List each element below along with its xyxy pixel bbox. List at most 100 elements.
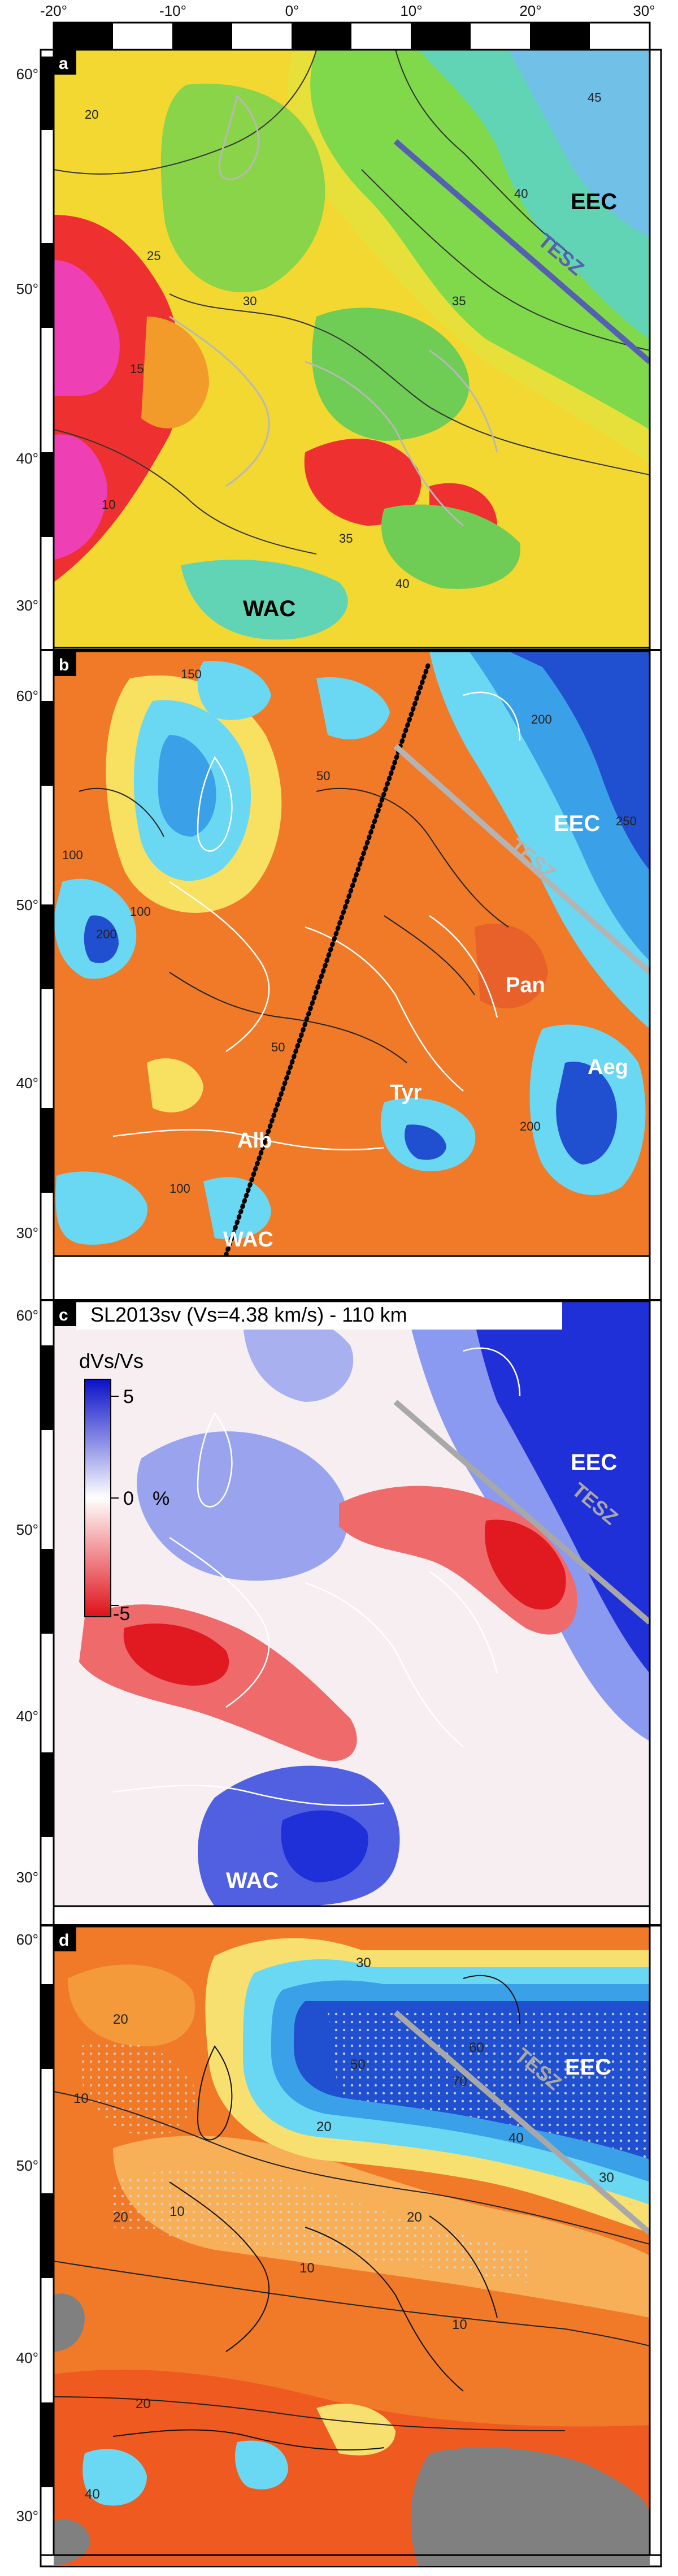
y-tick-labels: 60° 50° 40° 30° 60° 50° 40° 30° 60° 50° … <box>16 66 38 2525</box>
contour-label: 200 <box>96 927 117 941</box>
label-eec: EEC <box>571 189 617 214</box>
tesz-line <box>393 1400 650 1625</box>
contour-label: 10 <box>73 2091 89 2106</box>
colorbar: dVs/Vs 5 0 % -5 <box>79 1349 169 1625</box>
colorbar-min: -5 <box>113 1603 130 1625</box>
y-tick-label: 50° <box>16 1521 38 1538</box>
tesz-line <box>393 2010 650 2235</box>
y-tick-label: 60° <box>16 1307 38 1324</box>
contour-label: 100 <box>169 1181 190 1196</box>
panel-a: 20 25 30 35 40 45 15 10 35 40 EEC TESZ W… <box>54 50 650 648</box>
panel-b-letter-bg <box>54 651 76 676</box>
contour-label: 30 <box>599 2170 614 2185</box>
contour-label: 50 <box>271 1040 285 1054</box>
y-tick-label: 50° <box>16 280 38 297</box>
contour-label: 100 <box>62 848 83 862</box>
contour-label: 20 <box>113 2012 128 2027</box>
x-tick-label: 20° <box>519 2 541 19</box>
contour-label: 40 <box>514 187 528 201</box>
tesz-line <box>393 744 650 975</box>
contour-label: 20 <box>316 2119 332 2135</box>
label-pan: Pan <box>506 973 545 997</box>
y-tick-label: 40° <box>16 1075 38 1092</box>
contour-label: 250 <box>616 814 637 828</box>
x-axis-top: -20° -10° 0° 10° 20° 30° <box>40 2 655 51</box>
label-eec: EEC <box>565 2055 611 2080</box>
y-tick-label: 60° <box>16 1931 38 1948</box>
colorbar-max: 5 <box>123 1386 134 1408</box>
panel-c-letter-bg <box>54 1301 76 1326</box>
contour-label: 45 <box>588 90 601 105</box>
panel-letter: b <box>59 656 69 674</box>
panel-c-title: SL2013sv (Vs=4.38 km/s) - 110 km <box>90 1303 407 1326</box>
panel-d-letter-bg <box>54 1926 76 1951</box>
panel-letter: c <box>59 1306 68 1324</box>
panel-letter: a <box>59 54 68 73</box>
label-eec: EEC <box>554 811 600 836</box>
y-tick-label: 60° <box>16 687 38 704</box>
contour-label: 20 <box>407 2210 422 2225</box>
contour-label: 200 <box>531 712 552 726</box>
y-tick-label: 30° <box>16 1224 38 1241</box>
contour-label: 30 <box>243 294 257 308</box>
profile-line <box>224 659 432 1256</box>
contour-label: 70 <box>452 2074 467 2089</box>
colorbar-zero: 0 <box>123 1488 134 1509</box>
panel-letter: d <box>59 1931 69 1950</box>
label-aeg: Aeg <box>588 1055 628 1079</box>
contour-label: 10 <box>169 2204 185 2219</box>
contour-label: 10 <box>102 497 115 512</box>
contour-label: 60 <box>469 2040 484 2055</box>
contour-label: 150 <box>181 667 202 681</box>
contour-label: 20 <box>113 2210 128 2225</box>
y-axis-left <box>40 49 55 2566</box>
y-tick-label: 30° <box>16 597 38 614</box>
label-tyr: Tyr <box>390 1081 422 1105</box>
x-tick-label: 0° <box>285 2 299 19</box>
contour-label: 30 <box>356 1955 371 1971</box>
contour-label: 50 <box>350 2057 366 2072</box>
contour-label: 35 <box>339 531 353 545</box>
colorbar-label: dVs/Vs <box>79 1349 144 1373</box>
contour-label: 40 <box>395 577 409 591</box>
contour-label: 200 <box>520 1119 541 1133</box>
y-tick-label: 60° <box>16 66 38 83</box>
y-tick-label: 40° <box>16 2349 38 2366</box>
contour-label: 10 <box>452 2317 467 2332</box>
y-tick-label: 30° <box>16 1869 38 1886</box>
contour-label: 50 <box>316 769 330 783</box>
colorbar-scale <box>84 1379 111 1617</box>
contour-label: 25 <box>147 249 160 263</box>
contour-label: 10 <box>299 2261 315 2276</box>
y-tick-label: 50° <box>16 2157 38 2174</box>
contour-label: 20 <box>136 2396 151 2412</box>
label-eec: EEC <box>571 1450 617 1475</box>
contour-label: 15 <box>130 362 144 376</box>
tesz-line <box>393 139 650 364</box>
panel-c-title-bg <box>76 1301 562 1330</box>
label-alb: Alb <box>237 1129 272 1153</box>
panel-d: 20 10 10 20 30 50 60 70 40 30 20 20 10 1… <box>54 1926 650 2565</box>
label-wac: WAC <box>223 1228 273 1252</box>
panel-b: 150 100 200 100 50 200 250 50 200 100 EE… <box>54 651 650 1256</box>
y-tick-label: 30° <box>16 2508 38 2525</box>
y-tick-label: 50° <box>16 897 38 913</box>
y-tick-label: 40° <box>16 1708 38 1725</box>
contour-label: 35 <box>452 294 466 308</box>
label-wac: WAC <box>226 1868 279 1893</box>
panel-a-letter-bg <box>54 50 76 75</box>
x-tick-label: 30° <box>633 2 655 19</box>
contour-label: 20 <box>85 107 98 122</box>
y-tick-label: 40° <box>16 450 38 467</box>
colorbar-unit: % <box>153 1488 169 1509</box>
x-tick-label: 10° <box>400 2 422 19</box>
panel-c: EEC TESZ WAC <box>54 1301 650 1906</box>
contour-label: 40 <box>85 2487 100 2502</box>
contour-label: 100 <box>130 904 151 919</box>
right-frame <box>649 49 662 2566</box>
x-tick-label: -10° <box>159 2 186 19</box>
label-wac: WAC <box>243 596 295 621</box>
x-tick-label: -20° <box>40 2 67 19</box>
